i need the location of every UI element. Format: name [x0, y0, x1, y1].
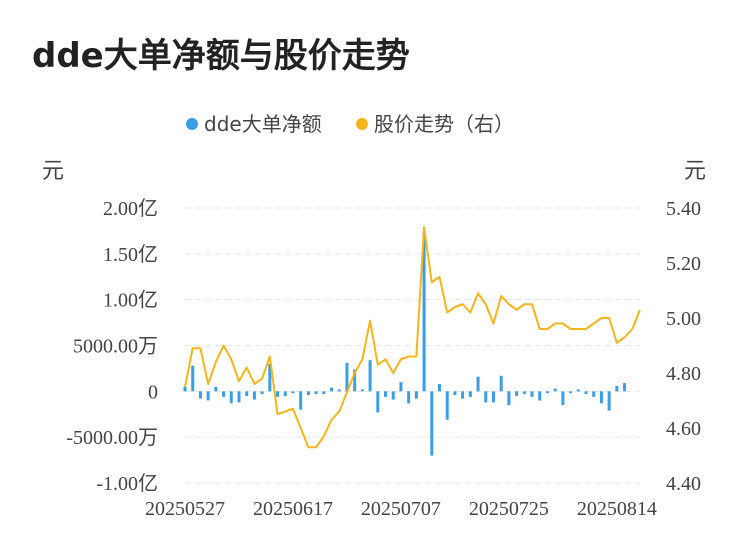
dde-bar: [507, 391, 511, 406]
legend-price-marker: [356, 118, 368, 130]
right-tick-label: 5.00: [666, 308, 701, 330]
dde-bar: [422, 230, 426, 392]
dde-bar: [445, 391, 449, 420]
left-tick-label: -1.00亿: [96, 472, 158, 495]
dde-bar: [553, 388, 557, 392]
dde-bar: [599, 391, 603, 404]
dde-bar: [491, 391, 495, 403]
dde-bar: [353, 369, 357, 392]
dde-bar: [191, 365, 195, 392]
dde-bar: [360, 389, 364, 392]
dde-bar: [576, 389, 580, 392]
left-tick-label: 2.00亿: [103, 197, 158, 220]
dde-bar: [299, 391, 303, 410]
dde-bar: [430, 391, 434, 456]
grid-lines: [185, 207, 640, 484]
dde-bar: [391, 391, 395, 400]
dde-bar: [399, 382, 403, 392]
left-axis-ticks: 2.00亿 1.50亿 1.00亿 5000.00万 0 -5000.00万 -1.00亿: [66, 197, 158, 495]
dde-bar: [376, 391, 380, 413]
dde-bar: [260, 391, 264, 395]
x-axis-ticks: 20250527 20250617 20250707 20250725 20250814: [145, 498, 657, 520]
dde-bar: [437, 384, 441, 392]
dde-bar: [623, 383, 627, 392]
left-tick-label: 0: [148, 381, 158, 403]
dde-bar: [330, 387, 334, 392]
dde-bar: [283, 391, 287, 396]
right-tick-label: 4.80: [666, 363, 701, 385]
dde-bar: [414, 391, 418, 399]
dde-bar: [522, 391, 526, 395]
dde-bar: [198, 391, 202, 399]
legend[interactable]: dde大单净额 股价走势（右）: [186, 112, 514, 136]
price-line: [184, 226, 641, 449]
dde-bar: [222, 391, 226, 397]
left-tick-label: 1.00亿: [103, 289, 158, 312]
x-tick-label: 20250707: [361, 498, 441, 520]
dde-bar: [530, 391, 534, 397]
right-axis-ticks: 5.40 5.20 5.00 4.80 4.60 4.40: [666, 198, 701, 495]
dde-bar: [484, 391, 488, 403]
dde-bar: [183, 386, 187, 392]
x-tick-label: 20250617: [253, 498, 333, 520]
dde-bar: [314, 391, 318, 395]
right-tick-label: 5.40: [666, 198, 701, 220]
dde-bar: [468, 391, 472, 397]
dde-bar: [499, 375, 503, 392]
dde-bar: [461, 391, 465, 399]
dde-bar: [592, 391, 596, 397]
dde-bar: [453, 391, 457, 395]
legend-dde-marker: [186, 118, 198, 130]
dde-bar: [569, 391, 573, 394]
dde-bar: [584, 391, 588, 395]
dde-bar: [268, 363, 272, 392]
dde-bar: [252, 391, 256, 400]
x-tick-label: 20250725: [469, 498, 549, 520]
legend-dde-label: dde大单净额: [204, 112, 322, 136]
dde-bar: [545, 391, 549, 394]
dde-bar: [237, 391, 241, 403]
left-tick-label: 5000.00万: [73, 336, 158, 358]
left-axis-unit: 元: [42, 159, 64, 184]
dde-bar: [214, 386, 218, 392]
dde-bar: [407, 391, 411, 404]
dde-bars: [183, 230, 627, 456]
dde-bar: [615, 385, 619, 392]
right-tick-label: 4.60: [666, 418, 701, 440]
chart-title: dde大单净额与股价走势: [32, 36, 410, 76]
dde-bar: [206, 391, 210, 401]
dde-bar: [291, 391, 295, 394]
price-line-group: [184, 226, 641, 449]
dde-bar: [538, 391, 542, 401]
dde-bar: [337, 389, 341, 392]
dde-bar: [384, 391, 388, 397]
dde-bar: [368, 360, 372, 392]
dde-bar: [607, 391, 611, 411]
x-tick-label: 20250814: [577, 498, 657, 520]
dde-bar: [276, 391, 280, 397]
right-tick-label: 5.20: [666, 253, 701, 275]
dde-bar: [561, 391, 565, 406]
dde-bar: [229, 391, 233, 404]
x-tick-label: 20250527: [145, 498, 225, 520]
legend-price-label: 股价走势（右）: [374, 112, 514, 136]
dde-bar: [322, 391, 326, 395]
dde-bar: [306, 391, 310, 395]
dde-bar: [245, 391, 249, 396]
dde-bar: [476, 376, 480, 392]
right-tick-label: 4.40: [666, 473, 701, 495]
right-axis-unit: 元: [684, 159, 706, 184]
dde-bar: [515, 391, 519, 396]
left-tick-label: 1.50亿: [103, 243, 158, 266]
left-tick-label: -5000.00万: [66, 427, 158, 449]
dde-bar: [345, 362, 349, 392]
